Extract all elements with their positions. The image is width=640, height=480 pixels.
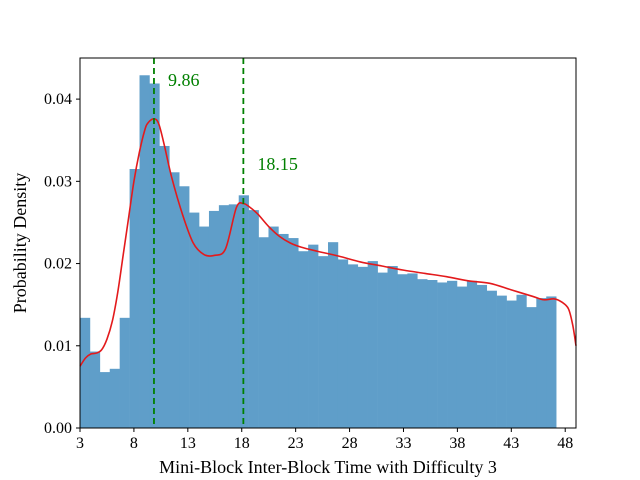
histogram-bar (387, 266, 398, 428)
x-axis-label: Mini-Block Inter-Block Time with Difficu… (159, 457, 497, 477)
y-tick-label: 0.02 (44, 256, 72, 273)
histogram-bar (466, 280, 478, 428)
kde-curve (79, 118, 577, 367)
y-tick-label: 0.00 (44, 420, 72, 437)
histogram-bar (526, 307, 537, 428)
histogram-bar (516, 294, 527, 428)
histogram-bar (268, 226, 279, 428)
histogram-bar (357, 266, 368, 428)
histogram-bar (308, 244, 319, 428)
histogram-bar (189, 212, 200, 428)
histogram-bar (149, 83, 160, 428)
y-tick-label: 0.04 (44, 91, 72, 108)
x-tick-label: 18 (234, 435, 250, 452)
x-tick-label: 48 (557, 435, 573, 452)
histogram-bars (80, 75, 557, 429)
histogram-bar (318, 256, 329, 428)
histogram-bar (486, 290, 497, 428)
histogram-bar (437, 282, 448, 428)
x-tick-label: 8 (130, 435, 138, 452)
histogram-bar (169, 172, 180, 428)
histogram-bar (427, 280, 438, 428)
annotation-label: 9.86 (168, 70, 200, 90)
histogram-bar (199, 226, 210, 428)
histogram-bar (129, 169, 140, 428)
annotation-label: 18.15 (257, 154, 298, 174)
histogram-bar (208, 210, 220, 428)
histogram-bar (397, 274, 408, 428)
histogram-bar (496, 295, 507, 428)
histogram-bar (80, 317, 91, 428)
histogram-bar (218, 205, 230, 428)
kde-curve-group (79, 118, 577, 367)
x-tick-label: 43 (503, 435, 519, 452)
histogram-bar (337, 259, 349, 428)
y-tick-label: 0.01 (44, 338, 72, 355)
x-tick-label: 28 (342, 435, 358, 452)
histogram-bar (328, 242, 339, 428)
x-tick-label: 3 (76, 435, 84, 452)
histogram-bar (109, 368, 120, 428)
histogram-bar (248, 210, 259, 428)
histogram-bar (258, 237, 269, 428)
y-tick-label: 0.03 (44, 173, 72, 190)
histogram-bar (179, 186, 190, 428)
histogram-bar (367, 261, 378, 428)
plot-frame (79, 57, 577, 429)
histogram-bar (288, 238, 299, 428)
y-axis: 0.00 0.01 0.02 0.03 0.04 (44, 91, 80, 437)
histogram-bar (347, 264, 359, 428)
x-tick-label: 23 (288, 435, 304, 452)
histogram-bar (407, 273, 418, 428)
histogram-bar (377, 272, 388, 428)
histogram-bar (159, 145, 170, 428)
x-tick-label: 13 (180, 435, 196, 452)
histogram-bar (89, 351, 101, 428)
x-tick-label: 33 (395, 435, 411, 452)
annotation-lines: 9.86 18.15 (153, 58, 298, 428)
histogram-bar (476, 284, 488, 428)
histogram-bar (298, 251, 309, 428)
histogram-bar (456, 286, 468, 428)
histogram-bar (278, 233, 289, 428)
histogram-bar (99, 372, 111, 428)
histogram-bar (119, 317, 130, 428)
histogram-bar (228, 204, 240, 428)
histogram-bar (447, 280, 458, 428)
x-tick-label: 38 (449, 435, 465, 452)
y-axis-label: Probability Density (10, 173, 30, 314)
histogram-bar (536, 298, 547, 428)
histogram-bar (417, 279, 428, 428)
x-axis: 3 8 13 18 23 28 33 38 43 48 (76, 428, 573, 452)
histogram-bar (546, 296, 557, 428)
histogram-bar (139, 75, 150, 429)
histogram-bar (506, 300, 517, 428)
